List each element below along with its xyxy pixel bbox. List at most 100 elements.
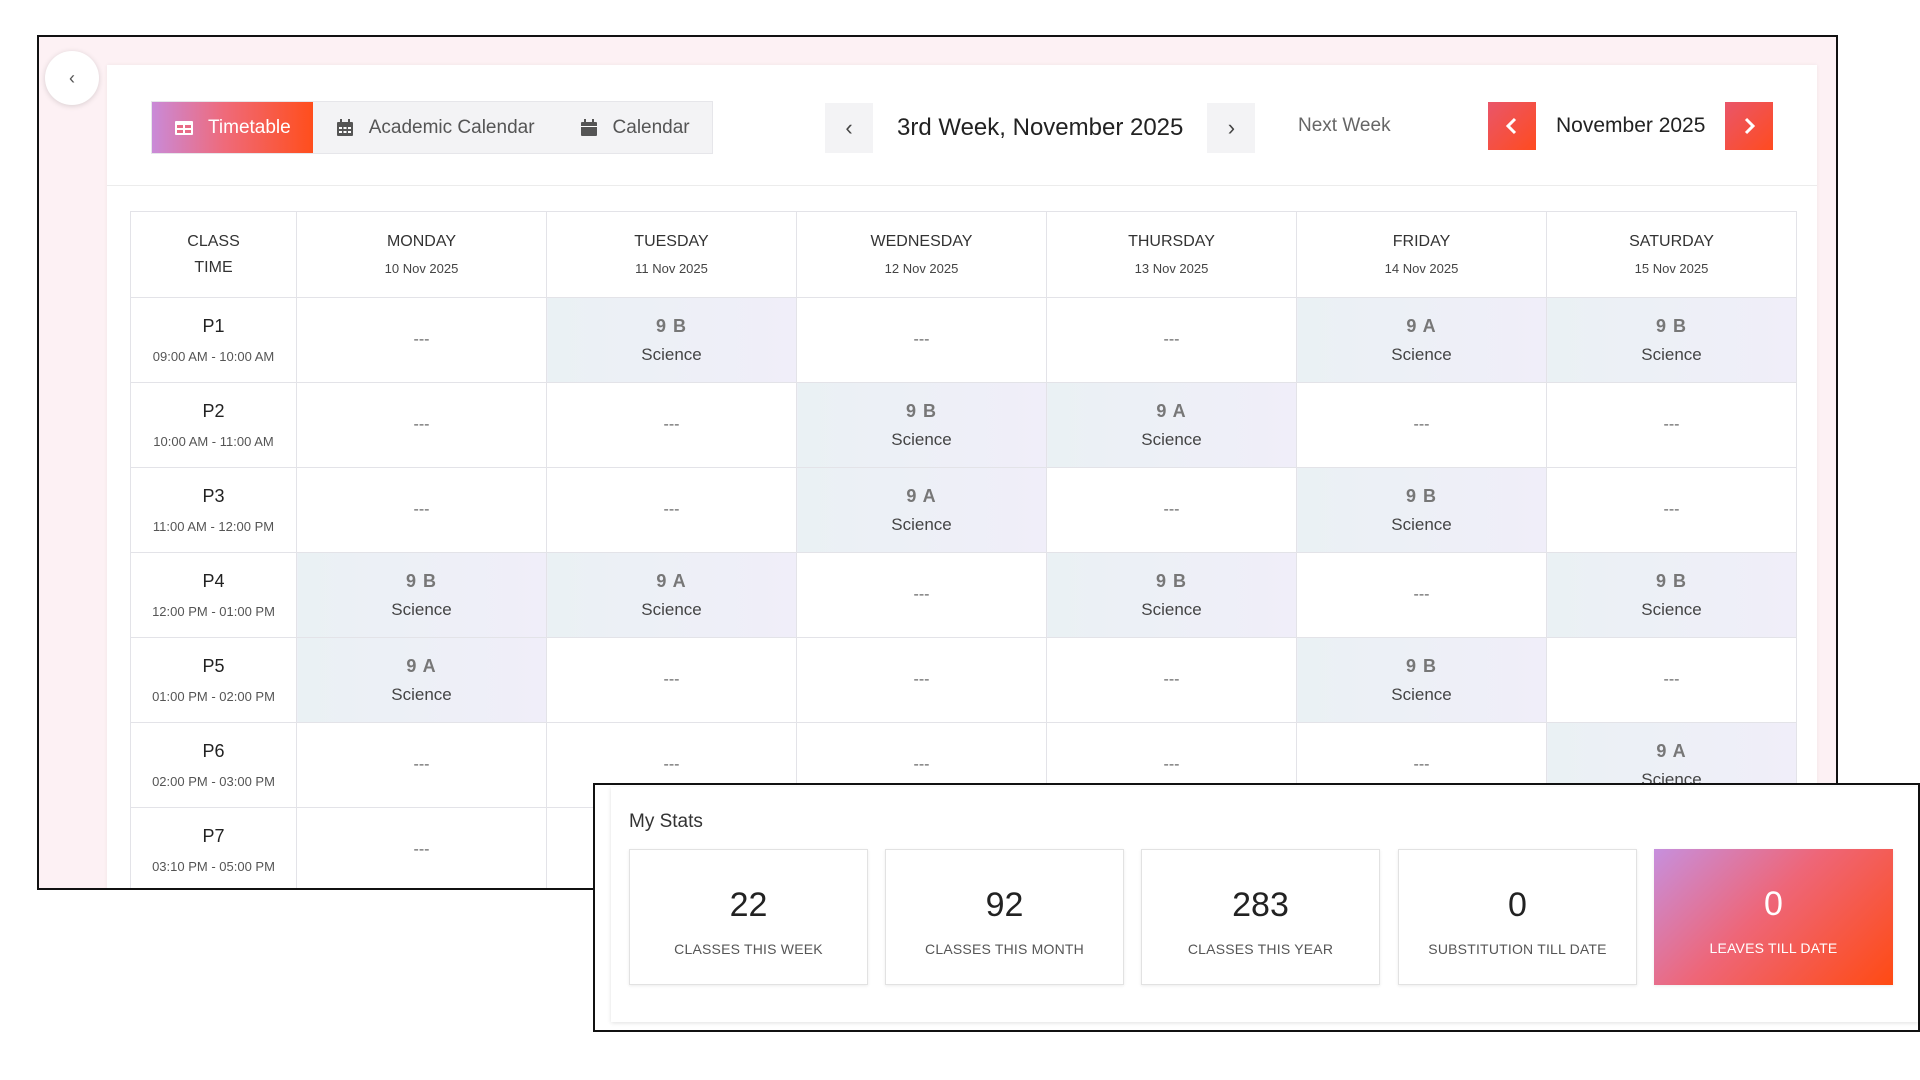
class-slot[interactable]: 9 B Science	[796, 382, 1047, 468]
period-name: P7	[202, 826, 225, 846]
chevron-left-icon	[1505, 117, 1517, 135]
class-slot[interactable]: 9 A Science	[1296, 297, 1547, 383]
empty-slot: ---	[296, 722, 547, 808]
chevron-right-icon: ›	[1227, 114, 1236, 140]
stat-classes-this-week[interactable]: 22 CLASSES THIS WEEK	[629, 849, 868, 985]
month-navigator: November 2025	[1488, 101, 1774, 151]
stat-classes-this-year[interactable]: 283 CLASSES THIS YEAR	[1141, 849, 1380, 985]
stat-classes-this-month[interactable]: 92 CLASSES THIS MONTH	[885, 849, 1124, 985]
class-slot[interactable]: 9 B Science	[296, 552, 547, 638]
stat-value: 283	[1232, 886, 1289, 924]
class-section: 9 B	[405, 570, 437, 591]
empty-marker: ---	[663, 416, 680, 433]
stat-leaves-till-date[interactable]: 0 LEAVES TILL DATE	[1654, 849, 1893, 985]
day-date: 11 Nov 2025	[635, 261, 708, 276]
class-subject: Science	[391, 684, 452, 704]
empty-marker: ---	[413, 416, 430, 433]
class-slot[interactable]: 9 B Science	[1546, 297, 1797, 383]
class-subject: Science	[641, 344, 702, 364]
period-name: P2	[202, 401, 225, 421]
my-stats-panel: My Stats 22 CLASSES THIS WEEK 92 CLASSES…	[593, 783, 1920, 1032]
empty-slot: ---	[296, 382, 547, 468]
class-subject: Science	[891, 514, 952, 534]
timetable-window: ‹ Timetable Academic Calendar Calendar ‹…	[37, 35, 1838, 890]
table-row: P1 09:00 AM - 10:00 AM --- 9 B Science --- ---…	[130, 297, 1797, 383]
empty-marker: ---	[663, 671, 680, 688]
timetable-card: Timetable Academic Calendar Calendar ‹ 3…	[107, 65, 1817, 888]
stat-value: 0	[1508, 886, 1527, 924]
period-name: P4	[202, 571, 225, 591]
stat-substitution-till-date[interactable]: 0 SUBSTITUTION TILL DATE	[1398, 849, 1637, 985]
class-slot[interactable]: 9 A Science	[1046, 382, 1297, 468]
period-time: 11:00 AM - 12:00 PM	[152, 519, 275, 534]
view-tabs: Timetable Academic Calendar Calendar	[151, 101, 713, 154]
period-time: 09:00 AM - 10:00 AM	[152, 349, 275, 364]
class-section: 9 A	[906, 485, 937, 506]
empty-marker: ---	[1163, 501, 1180, 518]
class-slot[interactable]: 9 B Science	[1546, 552, 1797, 638]
class-slot[interactable]: 9 A Science	[546, 552, 797, 638]
class-slot[interactable]: 9 B Science	[546, 297, 797, 383]
period-name: P3	[202, 486, 225, 506]
class-section: 9 B	[655, 315, 687, 336]
next-week-link[interactable]: Next Week	[1298, 115, 1391, 136]
period-cell: P2 10:00 AM - 11:00 AM	[130, 382, 297, 468]
next-month-button[interactable]	[1725, 102, 1774, 150]
empty-slot: ---	[296, 297, 547, 383]
tab-timetable[interactable]: Timetable	[152, 102, 313, 153]
empty-slot: ---	[1546, 382, 1797, 468]
chevron-right-icon	[1745, 117, 1756, 135]
chevron-left-icon: ‹	[845, 114, 853, 140]
prev-week-button[interactable]: ‹	[825, 102, 873, 153]
tab-academic-calendar[interactable]: Academic Calendar	[313, 102, 557, 153]
collapse-sidebar-button[interactable]: ‹	[45, 51, 99, 105]
class-section: 9 B	[1405, 655, 1437, 676]
empty-slot: ---	[1046, 297, 1297, 383]
table-row: P2 10:00 AM - 11:00 AM --- --- 9 B Science 9 A…	[130, 382, 1797, 468]
class-section: 9 B	[1155, 570, 1187, 591]
class-subject: Science	[1391, 514, 1452, 534]
day-name: FRIDAY	[1392, 233, 1451, 250]
tab-label: Academic Calendar	[368, 116, 535, 138]
class-slot[interactable]: 9 B Science	[1296, 637, 1547, 723]
day-header-tuesday: TUESDAY 11 Nov 2025	[546, 211, 797, 298]
empty-marker: ---	[1163, 756, 1180, 773]
table-row: P4 12:00 PM - 01:00 PM 9 B Science 9 A Scienc…	[130, 552, 1797, 638]
day-date: 12 Nov 2025	[884, 261, 959, 276]
class-subject: Science	[1141, 599, 1202, 619]
stats-title: My Stats	[629, 811, 703, 832]
empty-marker: ---	[413, 756, 430, 773]
empty-marker: ---	[913, 671, 930, 688]
empty-marker: ---	[913, 586, 930, 603]
class-section: 9 A	[656, 570, 687, 591]
period-cell: P1 09:00 AM - 10:00 AM	[130, 297, 297, 383]
table-icon	[175, 120, 193, 135]
empty-marker: ---	[913, 756, 930, 773]
timetable-body: P1 09:00 AM - 10:00 AM --- 9 B Science --- ---…	[130, 297, 1797, 888]
class-slot[interactable]: 9 B Science	[1296, 467, 1547, 553]
header-divider	[107, 185, 1817, 186]
period-time: 10:00 AM - 11:00 AM	[153, 434, 274, 449]
empty-marker: ---	[913, 331, 930, 348]
class-slot[interactable]: 9 B Science	[1046, 552, 1297, 638]
empty-slot: ---	[1296, 552, 1547, 638]
tab-calendar[interactable]: Calendar	[557, 102, 712, 153]
class-slot[interactable]: 9 A Science	[296, 637, 547, 723]
next-week-arrow-button[interactable]: ›	[1207, 102, 1256, 153]
class-subject: Science	[1641, 344, 1702, 364]
empty-slot: ---	[796, 637, 1047, 723]
prev-month-button[interactable]	[1488, 102, 1536, 150]
class-section: 9 B	[905, 400, 937, 421]
tab-label: Timetable	[208, 116, 291, 138]
class-section: 9 B	[1655, 570, 1687, 591]
stat-value: 92	[985, 886, 1024, 924]
stat-label: CLASSES THIS MONTH	[925, 941, 1084, 957]
class-subject: Science	[891, 429, 952, 449]
chevron-left-icon: ‹	[69, 67, 75, 88]
period-time: 01:00 PM - 02:00 PM	[152, 689, 275, 704]
class-slot[interactable]: 9 A Science	[796, 467, 1047, 553]
class-section: 9 A	[406, 655, 437, 676]
empty-slot: ---	[1546, 467, 1797, 553]
empty-slot: ---	[796, 552, 1047, 638]
class-section: 9 A	[1406, 315, 1437, 336]
